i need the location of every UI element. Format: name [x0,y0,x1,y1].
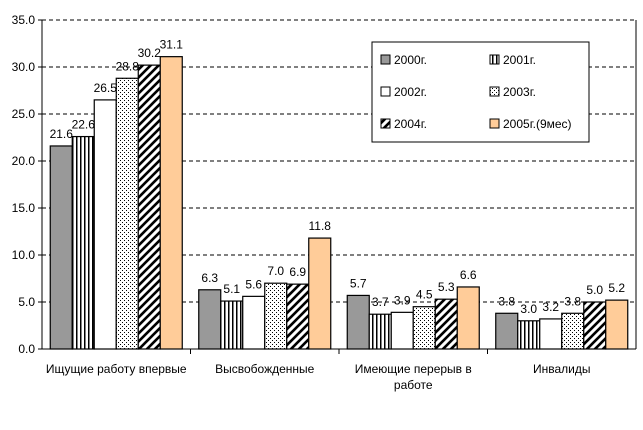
bar [242,295,266,350]
y-tick-label: 20.0 [12,154,36,168]
legend-box [371,41,590,143]
data-label: 22.6 [72,118,96,132]
bar [434,298,458,350]
y-tick-label: 35.0 [12,13,36,27]
legend-label: 2003г. [503,85,536,99]
bar [539,318,563,350]
x-tick-label: Ищущие работу впервые [46,362,187,376]
data-label: 3.8 [498,294,515,308]
bar [605,299,629,350]
data-label: 3.2 [542,300,559,314]
bar [137,64,161,350]
bar [71,135,95,350]
data-label: 5.2 [608,281,625,295]
bar [220,300,244,350]
bar [49,145,73,350]
data-label: 11.8 [309,219,332,233]
data-label: 28.8 [116,59,140,73]
bar [456,286,480,350]
bar [368,313,392,350]
legend-label: 2005г.(9мес) [503,117,572,131]
legend-swatch [489,86,500,97]
data-label: 5.1 [223,282,240,296]
y-tick-label: 5.0 [18,295,35,309]
data-label: 4.5 [416,288,433,302]
bar [115,77,139,350]
legend-label: 2001г. [503,53,536,67]
x-tick-label: Имеющие перерыв в [355,362,472,376]
legend-swatch [380,86,391,97]
data-label: 31.1 [160,38,184,52]
legend-label: 2000г. [394,53,427,67]
x-tick-label: Инвалиды [533,362,591,376]
bar [495,312,519,350]
bar [93,99,117,350]
bar [561,312,585,350]
data-label: 3.8 [564,294,581,308]
legend-label: 2002г. [394,85,427,99]
y-tick-label: 15.0 [12,201,36,215]
legend-swatch [489,118,500,129]
data-label: 5.0 [586,283,603,297]
data-label: 3.9 [394,293,411,307]
x-tick-label: работе [394,378,433,392]
data-label: 5.6 [245,277,262,291]
bar [286,283,310,350]
bar [198,289,222,350]
y-tick-label: 25.0 [12,107,36,121]
y-tick-label: 10.0 [12,248,36,262]
bar [517,320,541,350]
data-label: 3.7 [372,295,389,309]
bar [159,56,183,350]
bar [412,306,436,350]
x-tick-label: Высвобожденные [215,362,315,376]
data-label: 6.6 [460,268,477,282]
bar [308,237,332,350]
data-label: 7.0 [267,264,284,278]
data-label: 3.0 [520,302,537,316]
y-tick-label: 30.0 [12,60,36,74]
data-label: 30.2 [138,46,162,60]
bar [390,311,414,350]
data-label: 6.3 [201,271,218,285]
data-label: 5.3 [438,280,455,294]
legend-swatch [380,54,391,65]
bar [346,294,370,350]
legend-swatch [489,54,500,65]
data-label: 6.9 [289,265,306,279]
data-label: 21.6 [50,127,74,141]
data-label: 26.5 [94,81,118,95]
data-label: 5.7 [350,276,367,290]
legend-label: 2004г. [394,117,427,131]
bar [583,301,607,350]
y-tick-label: 0.0 [18,342,35,356]
legend-swatch [380,118,391,129]
bar [264,282,288,350]
